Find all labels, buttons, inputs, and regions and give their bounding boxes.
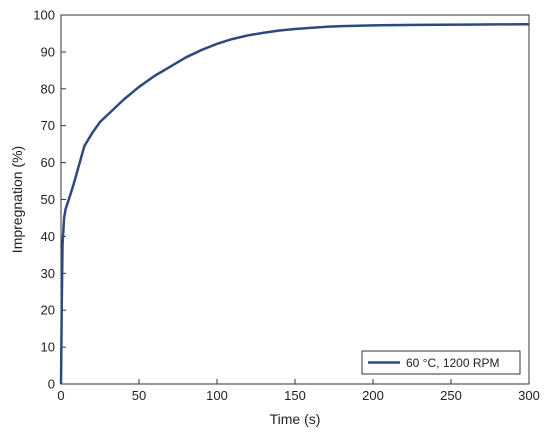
plot-frame	[60, 14, 530, 385]
y-tick-label: 80	[41, 81, 55, 96]
x-tick-label: 100	[206, 388, 228, 403]
series-layer	[59, 22, 530, 385]
x-tick-label: 150	[284, 388, 306, 403]
y-tick-label: 20	[41, 303, 55, 318]
legend-box	[361, 350, 521, 375]
y-tick-label: 40	[41, 229, 55, 244]
x-tick-label: 50	[132, 388, 146, 403]
series-line	[59, 22, 530, 385]
y-axis-label: Impregnation (%)	[9, 146, 25, 253]
y-tick-label: 50	[41, 192, 55, 207]
x-tick-label: 250	[440, 388, 462, 403]
legend: 60 °C, 1200 RPM	[361, 350, 521, 375]
y-tick-label: 30	[41, 266, 55, 281]
y-tick-label: 60	[41, 155, 55, 170]
x-tick-label: 300	[518, 388, 540, 403]
x-axis-ticks: 0 50 100 150 200 250 300	[57, 379, 540, 403]
y-axis-ticks: 0 10 20 30 40 50 60 70 80 90 100	[33, 8, 66, 392]
y-tick-label: 10	[41, 340, 55, 355]
legend-label: 60 °C, 1200 RPM	[406, 356, 500, 370]
x-tick-label: 0	[57, 388, 64, 403]
x-tick-label: 200	[362, 388, 384, 403]
x-axis-label: Time (s)	[270, 411, 321, 427]
y-tick-label: 70	[41, 118, 55, 133]
y-tick-label: 100	[33, 8, 55, 23]
y-tick-label: 0	[48, 377, 55, 392]
y-tick-label: 90	[41, 44, 55, 59]
